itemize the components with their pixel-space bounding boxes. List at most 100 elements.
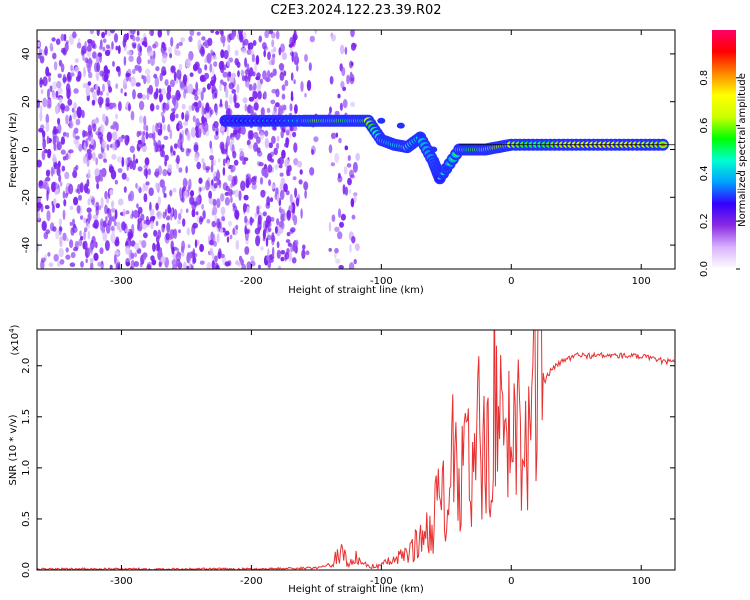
noise-speck xyxy=(276,241,280,249)
noise-speck xyxy=(213,61,218,67)
noise-speck xyxy=(37,41,41,48)
noise-speck xyxy=(152,131,156,141)
noise-speck xyxy=(135,36,141,42)
noise-speck xyxy=(98,153,103,160)
noise-speck xyxy=(231,72,236,79)
noise-speck xyxy=(142,183,146,193)
noise-speck xyxy=(139,115,143,124)
snr-y-ticks: 0.0 0.5 1.0 1.5 2.0 xyxy=(21,358,675,578)
signal-branch xyxy=(442,165,451,172)
noise-speck xyxy=(91,99,96,106)
noise-speck xyxy=(251,176,257,186)
noise-speck xyxy=(51,181,56,193)
noise-speck xyxy=(167,164,173,173)
noise-speck xyxy=(38,128,44,133)
noise-speck xyxy=(109,189,114,196)
noise-speck xyxy=(330,162,336,167)
y-tick-label: 1.5 xyxy=(21,409,32,425)
noise-speck xyxy=(73,196,79,206)
noise-speck xyxy=(104,68,108,80)
noise-speck xyxy=(62,190,66,199)
noise-speck xyxy=(214,214,218,224)
noise-speck xyxy=(309,35,315,43)
noise-speck xyxy=(217,158,221,163)
noise-speck xyxy=(132,43,137,49)
noise-speck xyxy=(83,230,86,241)
noise-speck xyxy=(44,45,48,56)
noise-speck xyxy=(86,188,91,195)
noise-speck xyxy=(227,44,231,54)
noise-speck xyxy=(177,138,182,149)
noise-speck xyxy=(245,78,250,88)
noise-speck xyxy=(53,142,57,152)
noise-speck xyxy=(238,31,243,40)
noise-speck xyxy=(155,202,159,211)
noise-speck xyxy=(87,230,91,240)
noise-speck xyxy=(162,168,168,177)
noise-speck xyxy=(206,53,211,63)
noise-speck xyxy=(204,64,208,71)
noise-speck xyxy=(46,190,49,202)
colorbar-tick-label: 0.2 xyxy=(699,213,710,229)
noise-speck xyxy=(210,109,214,115)
noise-speck xyxy=(141,94,147,100)
noise-speck xyxy=(209,63,213,73)
noise-speck xyxy=(60,136,65,145)
noise-speck xyxy=(147,133,154,139)
noise-speck xyxy=(45,177,51,182)
noise-speck xyxy=(165,216,171,221)
noise-speck xyxy=(76,42,82,49)
noise-speck xyxy=(278,47,282,56)
noise-speck xyxy=(169,189,173,197)
noise-speck xyxy=(242,31,247,40)
noise-speck xyxy=(210,49,213,57)
noise-speck xyxy=(152,242,156,252)
noise-speck xyxy=(84,40,87,50)
noise-speck xyxy=(78,238,83,247)
noise-speck xyxy=(170,210,173,221)
noise-speck xyxy=(142,131,146,136)
noise-speck xyxy=(253,142,259,152)
noise-speck xyxy=(128,231,132,243)
noise-speck xyxy=(260,107,265,117)
noise-speck xyxy=(146,87,150,94)
noise-speck xyxy=(278,220,284,228)
y-tick-label: 2.0 xyxy=(21,358,32,374)
noise-speck xyxy=(92,91,97,99)
noise-speck xyxy=(280,250,286,255)
y-tick-label: 0.5 xyxy=(21,511,32,527)
colorbar-ticks: 0.0 0.2 0.4 0.6 0.8 xyxy=(699,70,740,277)
noise-speck xyxy=(195,81,199,92)
noise-speck xyxy=(132,68,136,75)
noise-speck xyxy=(304,54,308,62)
noise-speck xyxy=(264,137,269,149)
noise-speck xyxy=(202,41,209,47)
noise-speck xyxy=(276,249,281,259)
noise-speck xyxy=(185,58,191,69)
noise-speck xyxy=(194,61,200,70)
noise-speck xyxy=(106,197,110,204)
noise-speck xyxy=(338,265,344,269)
noise-speck xyxy=(232,150,237,159)
x-tick-label: 100 xyxy=(632,576,651,587)
noise-speck xyxy=(150,220,154,230)
noise-speck xyxy=(102,231,108,242)
noise-speck xyxy=(256,205,260,215)
noise-speck xyxy=(265,237,269,247)
noise-speck xyxy=(37,213,41,221)
noise-speck xyxy=(39,55,45,64)
noise-speck xyxy=(292,209,296,214)
noise-speck xyxy=(111,41,114,50)
signal-branch xyxy=(416,132,425,139)
noise-speck xyxy=(231,34,235,40)
noise-speck xyxy=(166,84,172,94)
noise-speck xyxy=(167,206,172,214)
noise-speck xyxy=(176,154,180,165)
noise-speck xyxy=(328,144,333,154)
snr-plot-area xyxy=(37,330,675,570)
noise-speck xyxy=(96,76,99,82)
noise-speck xyxy=(262,42,267,50)
noise-speck xyxy=(278,164,283,169)
noise-speck xyxy=(151,259,157,266)
noise-speck xyxy=(42,97,48,108)
